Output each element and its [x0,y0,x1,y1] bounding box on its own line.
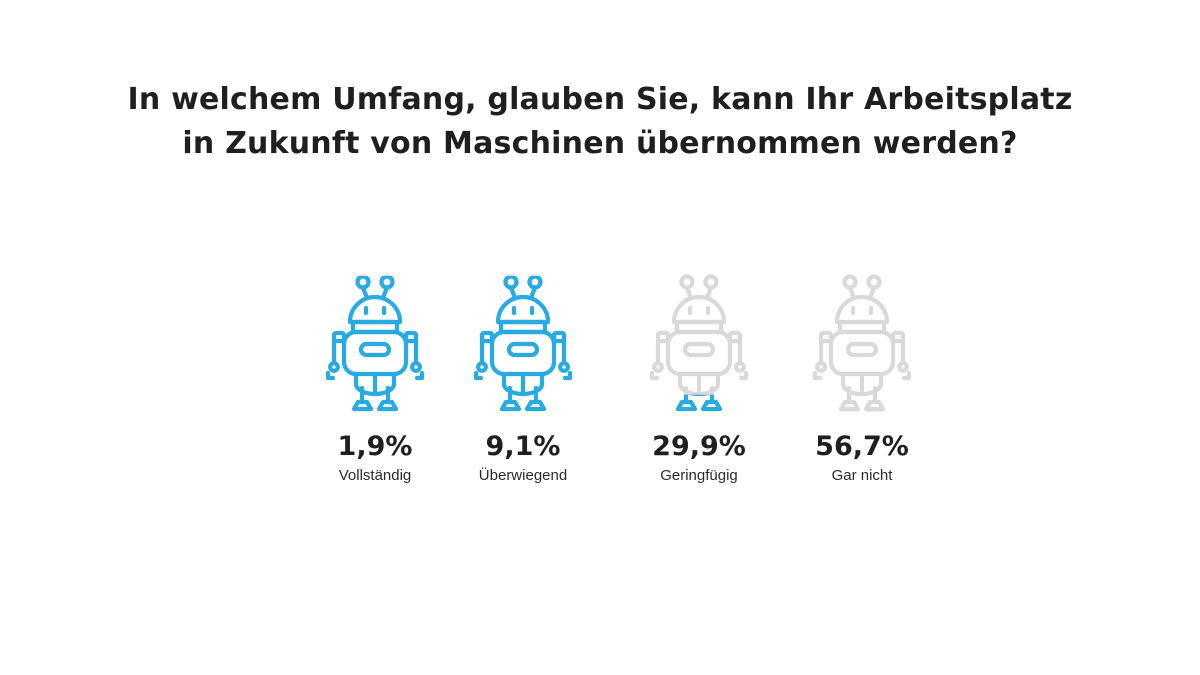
robot-fill-mark [473,276,573,412]
chart-title-line-1: In welchem Umfang, glauben Sie, kann Ihr… [127,82,1073,117]
category-label: Überwiegend [478,467,568,484]
robot-icon [324,272,434,422]
category-label: Vollständig [338,467,412,484]
robot-icon [648,272,758,422]
chart-title-line-2: in Zukunft von Maschinen übernommen werd… [182,126,1018,161]
robot-fill-mark [675,394,723,412]
robot-icon-graphic [473,274,573,412]
value-label: 9,1% [485,431,561,462]
category-label: Geringfügig [660,467,738,484]
robot-icon-graphic [325,274,425,412]
robot-icon-graphic [649,274,749,412]
value-label: 29,9% [652,431,746,462]
robot-icon [472,272,582,422]
robot-outline-inactive [649,274,749,412]
robot-icon-graphic [812,274,912,412]
value-label: 1,9% [337,431,413,462]
category-label: Gar nicht [831,467,893,484]
chart-title: In welchem Umfang, glauben Sie, kann Ihr… [0,78,1200,166]
robot-icon [811,272,921,422]
value-label: 56,7% [815,431,909,462]
robot-outline-inactive [812,274,912,412]
robot-fill-mark [325,276,425,412]
